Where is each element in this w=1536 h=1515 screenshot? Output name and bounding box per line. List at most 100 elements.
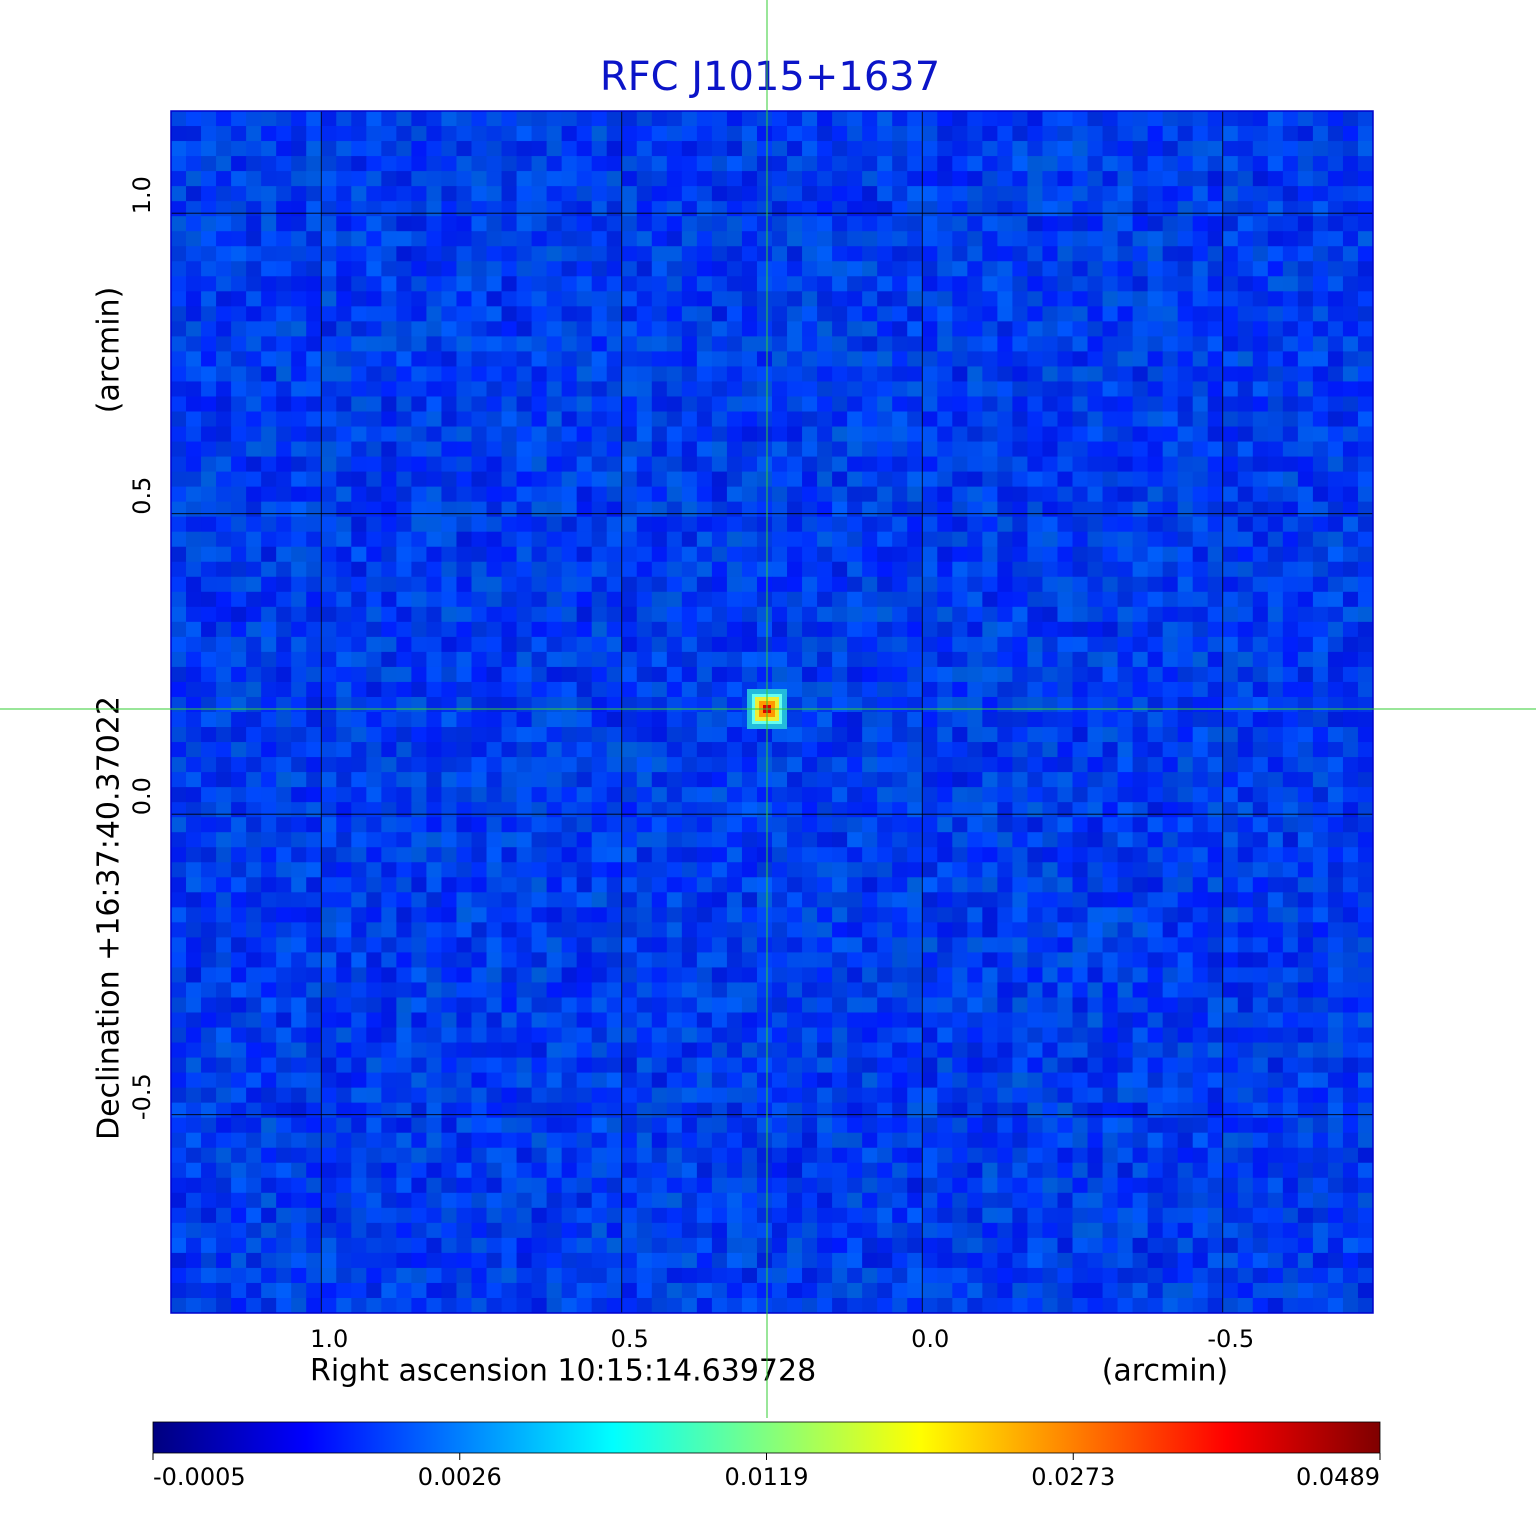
pixel [486, 576, 503, 593]
pixel [802, 952, 818, 968]
pixel [1132, 456, 1149, 473]
pixel [1222, 276, 1239, 292]
pixel [741, 231, 758, 247]
pixel [1102, 531, 1119, 548]
pixel [1162, 1012, 1179, 1029]
pixel [726, 411, 743, 428]
pixel [696, 201, 713, 217]
pixel [171, 997, 187, 1013]
pixel [351, 681, 367, 698]
pixel [516, 276, 533, 292]
pixel [456, 937, 472, 953]
pixel [201, 937, 217, 953]
pixel [591, 937, 608, 953]
pixel [426, 907, 442, 923]
pixel [952, 847, 968, 863]
pixel [426, 1027, 442, 1044]
pixel [621, 997, 638, 1013]
pixel [952, 216, 968, 232]
pixel [231, 621, 247, 638]
pixel [997, 231, 1013, 247]
pixel [832, 892, 848, 908]
pixel [1027, 742, 1043, 758]
pixel [967, 171, 983, 187]
pixel [1207, 982, 1224, 998]
pixel [711, 351, 728, 367]
pixel [441, 306, 457, 322]
pixel [681, 967, 698, 983]
pixel [1072, 591, 1089, 608]
pixel [231, 351, 247, 367]
pixel [696, 441, 713, 458]
pixel [486, 216, 503, 232]
pixel [967, 862, 983, 878]
pixel [741, 621, 758, 638]
pixel [952, 321, 968, 337]
pixel [621, 937, 638, 953]
pixel [441, 201, 457, 217]
pixel [1147, 111, 1164, 127]
pixel [1357, 606, 1374, 623]
pixel [1342, 186, 1359, 202]
pixel [1117, 231, 1134, 247]
pixel [967, 727, 983, 743]
pixel [967, 802, 983, 818]
pixel [486, 276, 503, 292]
pixel [726, 516, 743, 533]
pixel [1282, 396, 1299, 412]
pixel [501, 712, 518, 728]
pixel [351, 727, 367, 743]
pixel [171, 216, 187, 232]
pixel [741, 186, 758, 202]
pixel [1177, 742, 1194, 758]
pixel [381, 847, 397, 863]
pixel [1162, 757, 1179, 773]
pixel [576, 501, 593, 518]
pixel [1312, 291, 1329, 307]
pixel [1222, 246, 1239, 262]
pixel [1207, 997, 1224, 1013]
pixel [1312, 261, 1329, 277]
pixel [441, 471, 457, 488]
pixel [772, 336, 788, 352]
pixel [396, 997, 412, 1013]
pixel [802, 591, 818, 608]
pixel [937, 1012, 953, 1029]
pixel [877, 847, 893, 863]
pixel [847, 997, 863, 1013]
pixel [396, 952, 412, 968]
pixel [546, 952, 563, 968]
pixel [862, 291, 878, 307]
pixel [892, 1027, 908, 1044]
pixel [772, 922, 788, 938]
pixel [922, 186, 938, 202]
pixel [471, 952, 488, 968]
pixel [937, 787, 953, 803]
pixel [1102, 546, 1119, 563]
pixel [1087, 937, 1104, 953]
pixel [1312, 832, 1329, 848]
pixel [1027, 817, 1043, 833]
pixel [621, 967, 638, 983]
pixel [366, 892, 382, 908]
pixel [1282, 366, 1299, 382]
pixel [1162, 561, 1179, 578]
pixel [546, 802, 563, 818]
pixel [1252, 426, 1269, 443]
pixel [261, 757, 277, 773]
pixel [1072, 186, 1089, 202]
pixel [1342, 261, 1359, 277]
pixel [576, 952, 593, 968]
pixel [216, 967, 232, 983]
pixel [1102, 336, 1119, 352]
pixel [171, 366, 187, 382]
pixel [1237, 516, 1254, 533]
pixel [1087, 321, 1104, 337]
pixel [396, 441, 412, 458]
pixel [1162, 832, 1179, 848]
pixel [1207, 261, 1224, 277]
pixel [1357, 907, 1374, 923]
pixel [216, 937, 232, 953]
pixel [1207, 231, 1224, 247]
pixel [787, 156, 803, 172]
